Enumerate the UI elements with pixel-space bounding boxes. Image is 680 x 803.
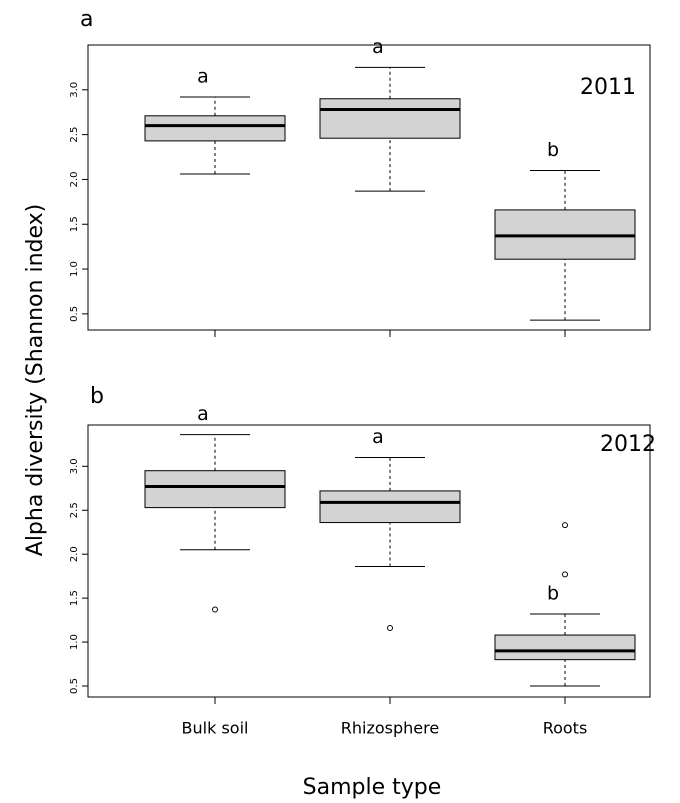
significance-letter: b [547,582,559,604]
y-tick-label: 2.0 [69,171,80,187]
outlier [387,625,393,632]
y-tick-label: 2.0 [69,546,80,562]
y-tick-label: 3.0 [69,458,80,474]
significance-letter: a [197,403,209,425]
year-label: 2011 [580,75,636,100]
y-tick-label: 1.0 [69,261,80,277]
significance-letter: a [372,36,384,58]
outlier [562,522,568,529]
box [144,470,286,509]
y-axis-title: Alpha diversity (Shannon index) [23,204,48,556]
x-tick-label: Roots [543,719,588,738]
y-tick-label: 3.0 [69,82,80,98]
x-tick-label: Bulk soil [182,719,249,738]
x-axis-title: Sample type [303,775,442,800]
box [319,490,461,524]
outlier [562,571,568,578]
significance-letter: a [197,65,209,87]
y-tick-label: 1.5 [69,216,80,232]
y-tick-label: 1.5 [69,590,80,606]
year-label: 2012 [600,432,656,457]
y-tick-label: 0.5 [69,306,80,322]
outlier [212,606,218,613]
plot-frame [87,424,651,698]
significance-letter: b [547,139,559,161]
y-tick-label: 1.0 [69,634,80,650]
significance-letter: a [372,426,384,448]
box [494,634,636,661]
box [144,115,286,142]
y-tick-label: 2.5 [69,127,80,143]
y-tick-label: 0.5 [69,678,80,694]
x-tick-label: Rhizosphere [341,719,439,738]
box [319,98,461,139]
panel-label: a [80,7,93,32]
plot-frame [87,44,651,331]
panel-label: b [90,384,104,409]
y-tick-label: 2.5 [69,502,80,518]
